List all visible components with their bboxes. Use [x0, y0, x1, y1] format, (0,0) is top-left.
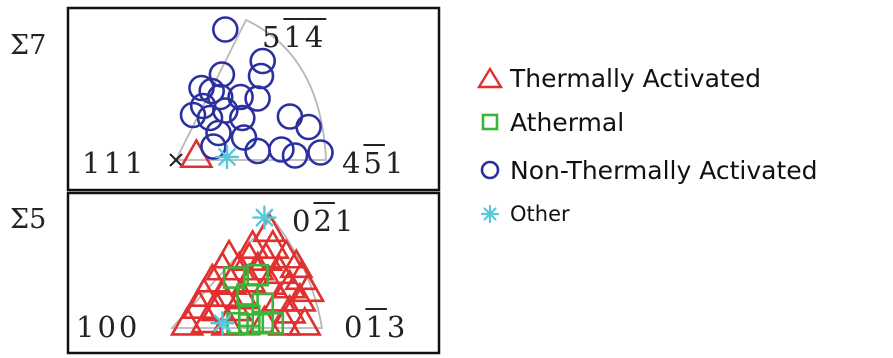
circle-marker [205, 119, 232, 147]
miller-index-h: 4 [342, 146, 364, 180]
miller-index-k: 0 [97, 310, 119, 344]
miller-index-k: 1 [365, 310, 387, 344]
legend-item-athermal: Athermal [470, 106, 624, 138]
circle-marker [230, 124, 258, 151]
panel-frame [66, 6, 441, 192]
miller-index-k: 5 [363, 146, 385, 180]
legend-label: Thermally Activated [510, 63, 761, 93]
triangle-marker [169, 305, 205, 336]
circle-marker [206, 83, 234, 111]
miller-index-h: 0 [292, 204, 314, 238]
star-marker [210, 311, 235, 336]
circle-marker [276, 103, 304, 130]
miller-index-h: 5 [262, 20, 284, 54]
miller-index-l: 1 [384, 146, 407, 180]
triangle-marker [282, 281, 317, 312]
triangle-marker [272, 293, 307, 324]
triangle-marker [235, 228, 270, 259]
star-marker [252, 205, 277, 230]
star-marker-icon [470, 200, 510, 228]
legend-label: Other [510, 202, 570, 226]
miller-index-l: 4 [304, 20, 327, 54]
panel-frame [66, 191, 441, 355]
miller-index-h: 1 [82, 146, 104, 180]
miller-index-h: 0 [344, 310, 366, 344]
circle-marker [249, 47, 277, 75]
miller-index-l: 1 [124, 146, 147, 180]
circle-marker [281, 142, 309, 169]
triangle-marker [252, 211, 287, 243]
triangle-marker [200, 291, 235, 322]
circle-marker [247, 62, 275, 90]
circle-marker [307, 139, 334, 166]
panel-label-sigma5: Σ5 [10, 204, 47, 235]
corner-label-sigma7-top: 514 [262, 20, 326, 54]
circle-marker [295, 113, 322, 141]
circle-marker [227, 83, 254, 111]
triangle-marker [205, 276, 240, 307]
corner-label-sigma7-bottom-left: 111 [82, 146, 146, 180]
circle-marker [212, 16, 239, 43]
miller-index-k: 1 [283, 20, 305, 54]
miller-index-h: 1 [76, 310, 98, 344]
miller-index-k: 2 [313, 204, 335, 238]
legend-label: Non-Thermally Activated [510, 155, 818, 185]
triangle-outline [174, 18, 327, 161]
triangle-marker [190, 303, 225, 334]
legend-item-non-thermally-activated: Non-Thermally Activated [470, 154, 818, 186]
legend-label: Athermal [510, 107, 625, 137]
legend-item-thermally-activated: Thermally Activated [470, 62, 761, 94]
triangle-marker-icon [470, 64, 510, 92]
circle-marker [229, 104, 256, 132]
circle-marker [196, 104, 224, 132]
miller-index-l: 0 [118, 310, 141, 344]
triangle-marker [267, 305, 302, 336]
circle-marker-icon [470, 156, 510, 184]
corner-label-sigma7-bottom-right: 451 [342, 146, 406, 180]
circle-marker [179, 101, 207, 129]
circle-marker [198, 77, 225, 105]
corner-label-sigma5-bottom-right: 013 [344, 310, 408, 344]
panel-label-sigma7: Σ7 [10, 30, 47, 61]
square-marker-icon [470, 108, 510, 136]
star-marker [214, 144, 240, 170]
circle-marker [200, 133, 227, 160]
circle-marker [268, 136, 295, 163]
triangle-marker [195, 262, 230, 293]
square-marker [237, 313, 261, 336]
corner-label-sigma5-bottom-left: 100 [76, 310, 140, 344]
triangle-marker [179, 137, 214, 169]
triangle-marker [279, 247, 314, 279]
triangle-marker [181, 288, 217, 319]
circle-marker [244, 85, 271, 112]
legend-item-other: Other [470, 198, 570, 230]
square-marker [261, 311, 285, 335]
triangle-marker [287, 305, 322, 336]
corner-label-sigma5-top: 021 [292, 204, 356, 238]
miller-index-l: 3 [386, 310, 409, 344]
miller-index-k: 1 [103, 146, 125, 180]
miller-index-l: 1 [334, 204, 357, 238]
corner-cross-mark [169, 153, 183, 167]
square-marker [222, 266, 246, 289]
triangle-marker [186, 276, 222, 307]
